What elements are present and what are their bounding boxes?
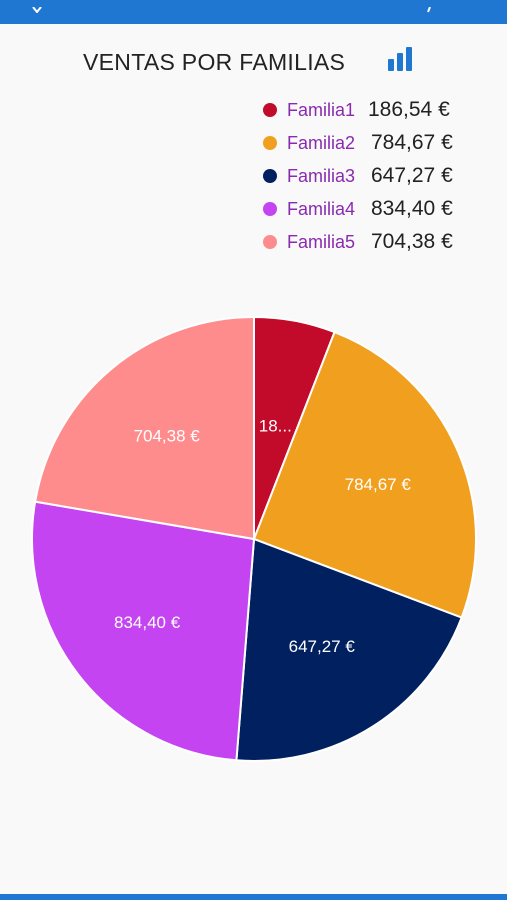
pie-slice-label: 647,27 € xyxy=(289,637,356,656)
bottom-bar xyxy=(0,894,507,900)
legend-item: Familia4 834,40 € xyxy=(258,194,498,227)
legend-item: Familia3 647,27 € xyxy=(258,161,498,194)
pie-slice-label: 704,38 € xyxy=(134,427,201,446)
chart-header: VENTAS POR FAMILIAS xyxy=(0,44,507,80)
legend-value: 704,38 € xyxy=(371,230,453,253)
chart-legend: Familia1 186,54 € Familia2 784,67 € Fami… xyxy=(258,95,498,260)
pie-slice-label: 18... xyxy=(259,417,292,436)
pie-slice-label: 834,40 € xyxy=(114,613,181,632)
legend-value: 834,40 € xyxy=(371,197,453,220)
legend-label: Familia3 xyxy=(287,166,356,186)
legend-item: Familia1 186,54 € xyxy=(258,95,498,128)
legend-value: 647,27 € xyxy=(371,164,453,187)
legend-value: 784,67 € xyxy=(371,131,453,154)
legend-value: 186,54 € xyxy=(368,98,450,121)
pie-chart: 18... 784,67 € 647,27 € 834,40 € 704,38 € xyxy=(31,315,477,762)
legend-label: Familia1 xyxy=(287,100,356,120)
legend-marker xyxy=(263,169,277,183)
legend-item: Familia2 784,67 € xyxy=(258,128,498,161)
pie-slice-5[interactable] xyxy=(34,315,255,541)
legend-label: Familia4 xyxy=(287,199,356,219)
menu-mark-icon[interactable] xyxy=(426,0,432,13)
bar-chart-icon[interactable] xyxy=(386,46,416,74)
legend-item: Familia5 704,38 € xyxy=(258,227,498,260)
chart-title: VENTAS POR FAMILIAS xyxy=(83,49,346,75)
pie-slice-4[interactable] xyxy=(31,500,256,762)
legend-label: Familia5 xyxy=(287,232,356,252)
legend-marker xyxy=(263,136,277,150)
pie-slice-2[interactable] xyxy=(252,330,477,619)
legend-label: Familia2 xyxy=(287,133,356,153)
top-app-bar xyxy=(0,0,507,24)
legend-marker xyxy=(263,235,277,249)
pie-slice-3[interactable] xyxy=(235,537,463,762)
pie-slice-label: 784,67 € xyxy=(345,475,412,494)
legend-marker xyxy=(263,202,277,216)
back-chevron-icon[interactable] xyxy=(32,0,42,14)
legend-marker xyxy=(263,103,277,117)
